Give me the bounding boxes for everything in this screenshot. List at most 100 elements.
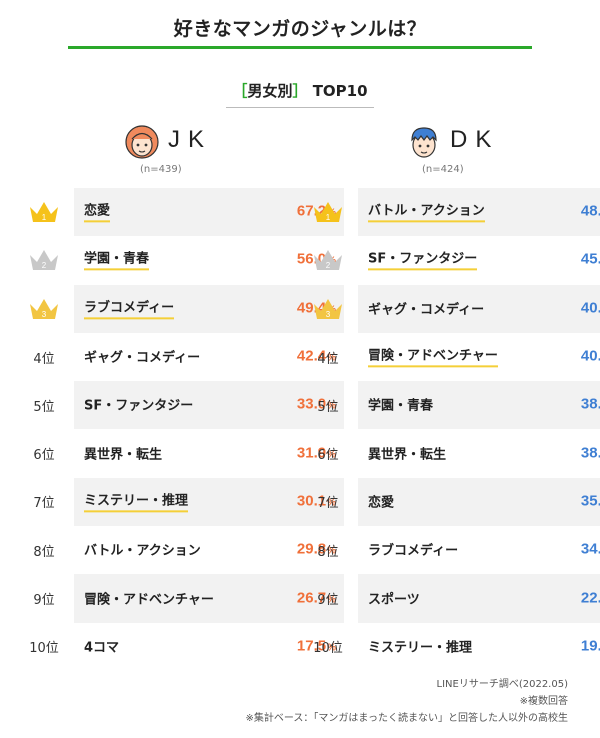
dk-value-number: 40.3	[580, 299, 600, 317]
dk-row-8: 8位 ラブコメディー 34.4%	[317, 526, 600, 574]
dk-value-label: 48.1%	[581, 203, 600, 220]
jk-rank-6: 6位	[22, 429, 66, 477]
jk-row-10: 10位 4コマ 17.5%	[29, 623, 344, 671]
jk-row-6: 6位 異世界・転生 31.9%	[33, 429, 344, 477]
jk-genre-label: SF・ファンタジー	[84, 398, 194, 414]
dk-genre-label: スポーツ	[368, 592, 420, 608]
jk-row-9: 9位 冒険・アドベンチャー 26.7%	[33, 574, 344, 623]
jk-cell: SF・ファンタジー 33.0%	[74, 381, 344, 430]
jk-value-unit: %	[327, 449, 336, 461]
base-note: ※集計ベース：「マンガはまったく読まない」と回答した人以外の高校生	[245, 713, 568, 724]
dk-rank-7: 7位	[306, 478, 350, 526]
jk-sample-size: (n=439)	[140, 164, 182, 175]
jk-value-number: 29.8	[296, 540, 327, 558]
jk-value-unit: %	[327, 642, 336, 654]
dk-row-10: 10位 ミステリー・推理 19.8%	[313, 623, 600, 671]
dk-value-number: 48.1	[580, 202, 600, 220]
subtitle-label: 男女別	[247, 82, 293, 100]
dk-rank-9: 9位	[306, 574, 350, 622]
jk-genre-label: 冒険・アドベンチャー	[84, 592, 214, 608]
dk-rank-3-crown-number: 3	[326, 310, 331, 319]
jk-row-7: 7位 ミステリー・推理 30.1%	[33, 477, 344, 527]
jk-genre-label: 恋愛	[84, 199, 111, 223]
jk-rank-8: 8位	[22, 526, 66, 574]
dk-genre-label: バトル・アクション	[368, 199, 485, 223]
jk-rank-label: 5位	[33, 399, 55, 415]
jk-cell: ギャグ・コメディー 42.4%	[74, 333, 344, 381]
jk-rank-3: 3	[22, 285, 66, 333]
subtitle-underline	[226, 107, 374, 108]
jk-value-unit: %	[327, 400, 336, 412]
dk-rank-4: 4位	[306, 333, 350, 381]
dk-value-label: 35.8%	[581, 493, 600, 510]
jk-value-label: 30.1%	[297, 493, 336, 510]
jk-value-number: 42.4	[296, 347, 327, 365]
jk-header: JK (n=439)	[124, 124, 264, 180]
dk-rank-10: 10位	[306, 623, 350, 671]
dk-rank-label: 8位	[317, 544, 339, 560]
dk-rank-2-crown-icon: 2	[314, 250, 342, 271]
jk-value-unit: %	[327, 545, 336, 557]
dk-cell: 冒険・アドベンチャー 40.1%	[358, 333, 600, 381]
dk-rank-6: 6位	[306, 429, 350, 477]
dk-rank-label: 5位	[317, 399, 339, 415]
dk-value-label: 40.3%	[581, 299, 600, 316]
dk-header: DK (n=424)	[406, 124, 546, 180]
dk-rank-1-crown-icon: 1	[314, 202, 342, 223]
dk-rank-3: 3	[306, 285, 350, 333]
jk-ranking-table: 1恋愛67.2%2学園・青春56.0%3ラブコメディー49.4%4位ギャグ・コメ…	[29, 188, 344, 671]
dk-value-label: 22.9%	[581, 589, 600, 606]
jk-rank-3-crown-number: 3	[42, 310, 47, 319]
jk-cell: バトル・アクション 29.8%	[74, 526, 344, 574]
dk-row-1: 1 バトル・アクション 48.1%	[314, 188, 600, 237]
jk-value-label: 26.7%	[297, 589, 336, 606]
boy-face-icon	[411, 127, 437, 158]
dk-cell: バトル・アクション 48.1%	[358, 188, 600, 237]
jk-value-number: 33.0	[296, 395, 327, 413]
jk-rank-1-crown-number: 1	[42, 213, 47, 222]
dk-row-5: 5位 学園・青春 38.4%	[317, 381, 600, 430]
dk-row-7: 7位 恋愛 35.8%	[317, 477, 600, 527]
dk-value-number: 45.0	[580, 251, 600, 269]
jk-value-number: 17.5	[296, 637, 327, 655]
dk-value-label: 45.0%	[581, 251, 600, 268]
subtitle-suffix: TOP10	[312, 82, 368, 100]
jk-rank-label: 7位	[33, 496, 55, 512]
jk-value-label: 17.5%	[297, 637, 336, 654]
dk-value-number: 22.9	[580, 589, 600, 607]
jk-rank-10: 10位	[22, 623, 66, 671]
jk-rank-1: 1	[22, 188, 66, 236]
jk-value-unit: %	[327, 352, 336, 364]
jk-genre-label: ラブコメディー	[84, 296, 175, 320]
dk-cell: 異世界・転生 38.2%	[358, 429, 600, 477]
dk-value-number: 34.4	[580, 540, 600, 558]
jk-genre-label: バトル・アクション	[84, 543, 201, 559]
jk-rank-label: 4位	[33, 351, 55, 367]
jk-cell: 4コマ 17.5%	[74, 623, 344, 671]
dk-value-label: 34.4%	[581, 541, 600, 558]
dk-genre-label: ミステリー・推理	[368, 640, 473, 656]
dk-cell: ギャグ・コメディー 40.3%	[358, 284, 600, 333]
jk-cell: ミステリー・推理 30.1%	[74, 477, 344, 527]
dk-row-2: 2 SF・ファンタジー 45.0%	[314, 236, 600, 284]
dk-rank-5: 5位	[306, 381, 350, 429]
page-title: 好きなマンガのジャンルは？	[173, 18, 427, 40]
dk-cell: 恋愛 35.8%	[358, 477, 600, 527]
dk-rank-label: 9位	[317, 593, 339, 609]
dk-cell: スポーツ 22.9%	[358, 574, 600, 623]
dk-rank-label: 6位	[317, 448, 339, 464]
dk-value-label: 40.1%	[581, 348, 600, 365]
dk-row-6: 6位 異世界・転生 38.2%	[317, 429, 600, 477]
dk-row-3: 3 ギャグ・コメディー 40.3%	[314, 284, 600, 333]
dk-rank-8: 8位	[306, 526, 350, 574]
dk-genre-label: 恋愛	[368, 495, 395, 511]
subtitle-bracket-open: ［	[232, 82, 248, 100]
dk-sample-size: (n=424)	[422, 164, 464, 175]
jk-rank-label: 9位	[33, 593, 55, 609]
dk-value-number: 35.8	[580, 492, 600, 510]
dk-rank-3-crown-icon: 3	[314, 298, 342, 319]
